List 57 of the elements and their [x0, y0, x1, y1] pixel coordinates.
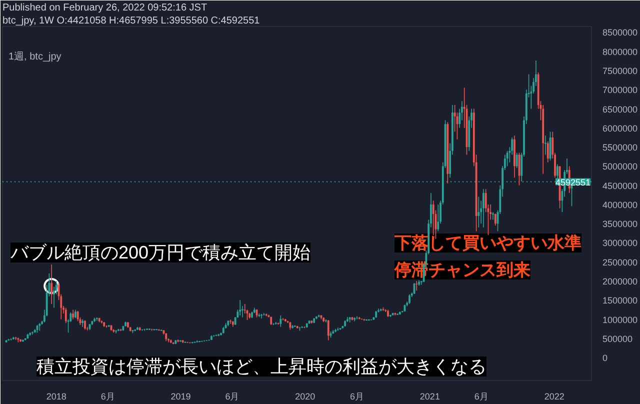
candlestick	[494, 213, 496, 226]
candlestick	[516, 152, 518, 168]
y-tick-label: 6500000	[602, 104, 638, 114]
y-tick-label: 2500000	[602, 257, 638, 268]
x-tick-label: 2018	[46, 392, 66, 402]
candlestick	[84, 320, 86, 330]
annotation: 下落して買いやすい水準	[394, 234, 582, 252]
y-tick-label: 1500000	[602, 296, 638, 306]
x-tick-label: 6月	[350, 392, 364, 402]
candlestick	[76, 310, 79, 322]
candlestick	[416, 280, 418, 291]
candlestick	[482, 188, 484, 228]
candlestick	[72, 309, 74, 320]
y-tick-label: 3500000	[602, 219, 638, 230]
x-tick-label: 6月	[474, 392, 488, 402]
y-tick-label: 4000000	[602, 200, 638, 210]
candlestick	[408, 294, 410, 304]
y-tick-label: 8000000	[602, 46, 638, 57]
x-tick-label: 2020	[295, 392, 316, 402]
candlestick	[64, 307, 67, 324]
annotation: btc_jpy, 1W O:4421058 H:4657995 L:3955560 C:4592551	[2, 16, 260, 26]
annotation: バブル絶頂の200万円で積み立て開始	[10, 242, 311, 262]
y-tick-label: 2000000	[602, 276, 638, 286]
x-tick-label: 2021	[420, 392, 440, 402]
candlestick	[356, 316, 358, 320]
candlestick	[280, 315, 282, 328]
y-tick-label: 8500000	[602, 28, 638, 38]
y-tick-label: 3000000	[602, 238, 638, 248]
candlestick	[546, 140, 549, 163]
y-tick-label: 7500000	[602, 66, 638, 76]
y-tick-label: 7000000	[602, 85, 638, 96]
x-tick-label: 6月	[225, 392, 240, 402]
y-tick-label: 4500000	[602, 180, 638, 191]
candlestick	[437, 204, 440, 232]
x-tick-label: 6月	[100, 392, 115, 402]
annotation: 積立投資は停滞が長いほど、上昇時の利益が大きくなる	[36, 356, 486, 376]
y-tick-label: 0	[602, 353, 608, 364]
y-tick-label: 5500000	[602, 142, 638, 153]
candlestick	[327, 320, 330, 341]
candlestick	[50, 264, 53, 304]
candlestick	[10, 338, 12, 341]
x-tick-label: 2019	[170, 392, 191, 402]
candlestick	[506, 150, 508, 167]
y-tick-label: 6000000	[602, 123, 638, 134]
y-tick-label: 1000000	[602, 314, 638, 325]
candlestick	[478, 196, 480, 228]
candlestick	[432, 200, 434, 236]
candlestick	[115, 330, 117, 334]
candlestick	[260, 314, 263, 319]
x-tick-label: 2022	[544, 392, 564, 402]
annotation: 1週, btc_jpy	[8, 52, 62, 62]
y-tick-label: 5000000	[602, 162, 638, 172]
candlestick	[96, 316, 98, 322]
candlestick	[239, 300, 242, 316]
ref-line-label: 4592551	[555, 177, 591, 188]
y-tick-label: 500000	[602, 334, 633, 344]
text: Published on February 26, 2022 09:52:16 JST	[2, 2, 208, 14]
